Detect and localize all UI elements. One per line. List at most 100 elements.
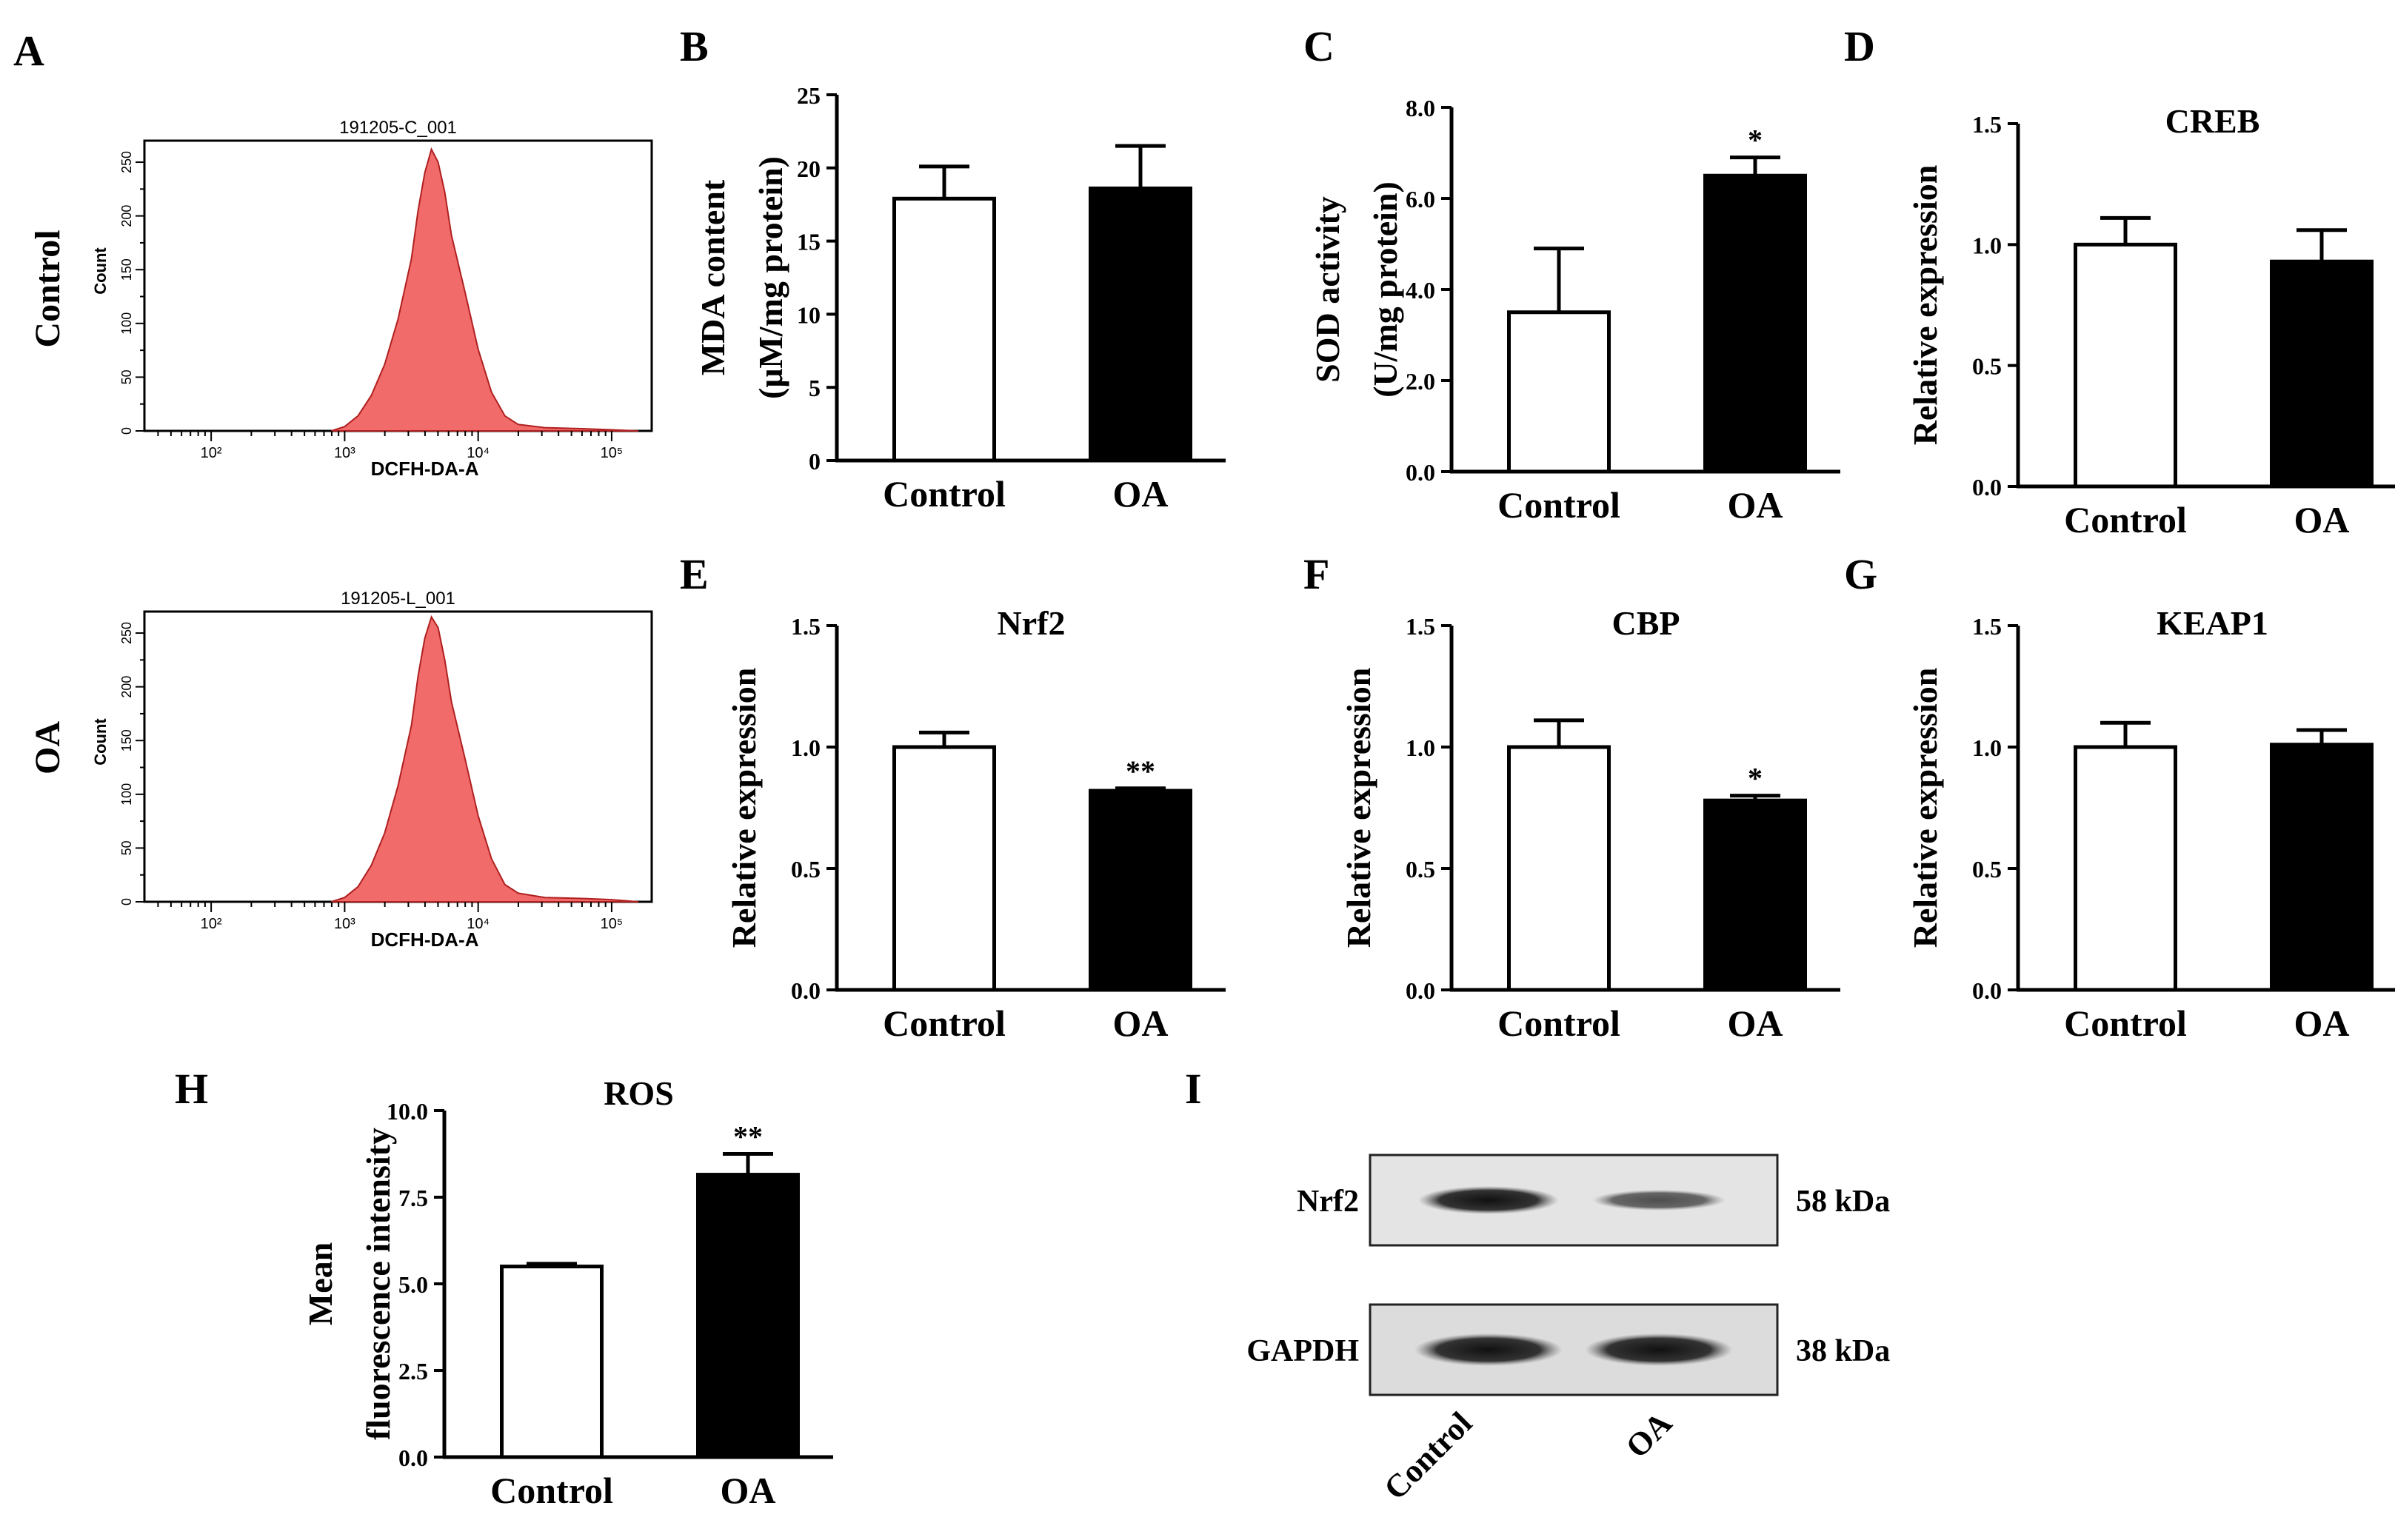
panel-letter-h: H xyxy=(175,1065,208,1113)
bar-e-oa xyxy=(1089,789,1192,992)
bar-c-oa xyxy=(1703,173,1807,474)
bar-e-control xyxy=(892,745,996,992)
panel-letter-c: C xyxy=(1303,22,1335,70)
bar-b-oa xyxy=(1089,186,1192,463)
western-blot: Nrf2 GAPDH 58 kDa 38 kDa Control OA xyxy=(1246,1154,1890,1507)
category-label-b-1: OA xyxy=(1113,473,1169,515)
y-tick-label-e-2: 1.0 xyxy=(791,734,821,761)
bar-d-control xyxy=(2074,242,2177,489)
bar-chart-creb: 0.0 0.5 1.0 1.5 Relative expression CREB Contr… xyxy=(1906,102,2395,540)
flow-x-tick-label-1-0: 10² xyxy=(201,916,222,932)
significance-c-1: * xyxy=(1748,124,1763,157)
flow-x-axis-label-1: DCFH-DA-A xyxy=(371,928,479,951)
category-label-e-1: OA xyxy=(1113,1002,1169,1044)
flow-x-tick-label-1-3: 10⁵ xyxy=(601,916,624,932)
bar-chart-sod: 0.0 2.0 4.0 6.0 8.0 SOD activity (U/mg protein… xyxy=(1309,95,1840,526)
y-tick-label-e-3: 1.5 xyxy=(791,613,821,640)
flow-y-axis-label-1: Count xyxy=(91,718,110,766)
bar-chart-ros: 0.0 2.5 5.0 7.5 10.0 Mean fluorescence intensi… xyxy=(301,1074,833,1511)
y-tick-label-c-2: 4.0 xyxy=(1406,277,1435,304)
flow-title-0: 191205-C_001 xyxy=(339,118,457,138)
flow-x-tick-label-0-1: 10³ xyxy=(334,445,355,461)
category-label-e-0: Control xyxy=(883,1002,1006,1044)
flow-y-tick-label-1-4: 200 xyxy=(119,676,134,698)
category-label-h-1: OA xyxy=(721,1470,776,1511)
flow-histogram-fill-0 xyxy=(331,147,639,432)
flow-x-tick-label-0-2: 10⁴ xyxy=(467,445,490,461)
y-axis-label-h-1: fluorescence intensity xyxy=(359,1128,397,1440)
y-axis-label-d-0: Relative expression xyxy=(1906,165,1944,446)
y-tick-label-b-3: 15 xyxy=(797,229,821,255)
flow-histogram-fill-1 xyxy=(331,615,639,903)
y-tick-label-h-3: 7.5 xyxy=(398,1185,428,1211)
y-tick-label-d-2: 1.0 xyxy=(1972,232,2002,258)
y-tick-label-c-1: 2.0 xyxy=(1406,368,1435,395)
bar-chart-mda: 0 5 10 15 20 25 MDA content (μM/mg protein) Cont… xyxy=(694,82,1226,515)
significance-e-1: ** xyxy=(1126,754,1155,788)
y-tick-label-f-1: 0.5 xyxy=(1406,856,1435,883)
blot-box-gapdh xyxy=(1369,1303,1779,1396)
y-axis-label-b-1: (μM/mg protein) xyxy=(752,156,789,399)
y-axis-label-h-0: Mean xyxy=(301,1242,339,1325)
category-label-f-1: OA xyxy=(1728,1002,1783,1044)
y-tick-label-f-0: 0.0 xyxy=(1406,977,1435,1004)
blot-lane-oa: OA xyxy=(1619,1405,1679,1464)
flow-histogram-control: 10² 10³ 10⁴ 10⁵ 0 50 100 150 200 250 191205-C_001 D… xyxy=(91,118,653,480)
bar-b-control xyxy=(892,196,996,463)
bar-f-control xyxy=(1507,745,1611,992)
bar-g-oa xyxy=(2270,743,2374,992)
flow-y-tick-label-0-4: 200 xyxy=(119,205,134,227)
y-tick-label-g-2: 1.0 xyxy=(1972,734,2002,761)
flow-x-tick-label-1-2: 10⁴ xyxy=(467,916,490,932)
category-label-d-0: Control xyxy=(2064,499,2187,540)
blot-band-nrf2-control xyxy=(1418,1186,1559,1214)
y-tick-label-d-1: 0.5 xyxy=(1972,353,2002,380)
chart-title-d: CREB xyxy=(2165,102,2260,140)
significance-f-1: * xyxy=(1748,762,1763,795)
blot-size-gapdh: 38 kDa xyxy=(1796,1334,1890,1368)
y-tick-label-g-3: 1.5 xyxy=(1972,613,2002,640)
blot-lane-control: Control xyxy=(1377,1405,1479,1507)
flow-row-label-oa: OA xyxy=(28,721,67,774)
y-tick-label-d-0: 0.0 xyxy=(1972,474,2002,500)
blot-protein-gapdh: GAPDH xyxy=(1246,1334,1359,1368)
bar-chart-cbp: 0.0 0.5 1.0 1.5 Relative expression CBP Contro… xyxy=(1340,604,1840,1044)
flow-x-tick-label-0-3: 10⁵ xyxy=(601,445,624,461)
y-tick-label-h-1: 2.5 xyxy=(398,1358,428,1385)
blot-protein-nrf2: Nrf2 xyxy=(1297,1185,1359,1219)
y-tick-label-e-1: 0.5 xyxy=(791,856,821,883)
y-tick-label-g-1: 0.5 xyxy=(1972,856,2002,883)
blot-band-gapdh-control xyxy=(1414,1333,1563,1366)
chart-title-g: KEAP1 xyxy=(2157,604,2268,642)
bar-h-oa xyxy=(696,1173,800,1459)
flow-title-1: 191205-L_001 xyxy=(341,589,455,609)
category-label-g-0: Control xyxy=(2064,1002,2187,1044)
flow-y-axis-label-0: Count xyxy=(91,247,110,295)
y-tick-label-b-4: 20 xyxy=(797,155,821,182)
y-tick-label-f-3: 1.5 xyxy=(1406,613,1435,640)
category-label-c-1: OA xyxy=(1728,484,1783,526)
flow-x-tick-label-1-1: 10³ xyxy=(334,916,355,932)
flow-y-tick-label-1-2: 100 xyxy=(119,783,134,806)
blot-band-nrf2-oa xyxy=(1592,1190,1726,1211)
y-tick-label-h-4: 10.0 xyxy=(387,1098,428,1125)
y-tick-label-b-1: 5 xyxy=(809,375,821,401)
blot-size-nrf2: 58 kDa xyxy=(1796,1185,1890,1219)
bar-g-control xyxy=(2074,745,2177,992)
y-tick-label-g-0: 0.0 xyxy=(1972,977,2002,1004)
y-tick-label-f-2: 1.0 xyxy=(1406,734,1435,761)
panel-letter-g: G xyxy=(1844,550,1877,598)
y-tick-label-h-0: 0.0 xyxy=(398,1444,428,1471)
y-axis-label-b-0: MDA content xyxy=(694,179,732,375)
y-axis-label-g-0: Relative expression xyxy=(1906,668,1944,948)
flow-row-label-control: Control xyxy=(28,230,67,347)
chart-title-f: CBP xyxy=(1612,604,1680,642)
panel-letter-b: B xyxy=(680,22,709,70)
flow-y-tick-label-1-3: 150 xyxy=(119,729,134,751)
category-label-g-1: OA xyxy=(2294,1002,2350,1044)
blot-band-gapdh-oa xyxy=(1585,1333,1733,1366)
panel-letter-i: I xyxy=(1185,1065,1202,1113)
y-tick-label-b-5: 25 xyxy=(797,82,821,109)
flow-y-tick-label-1-5: 250 xyxy=(119,622,134,644)
bar-d-oa xyxy=(2270,259,2374,489)
